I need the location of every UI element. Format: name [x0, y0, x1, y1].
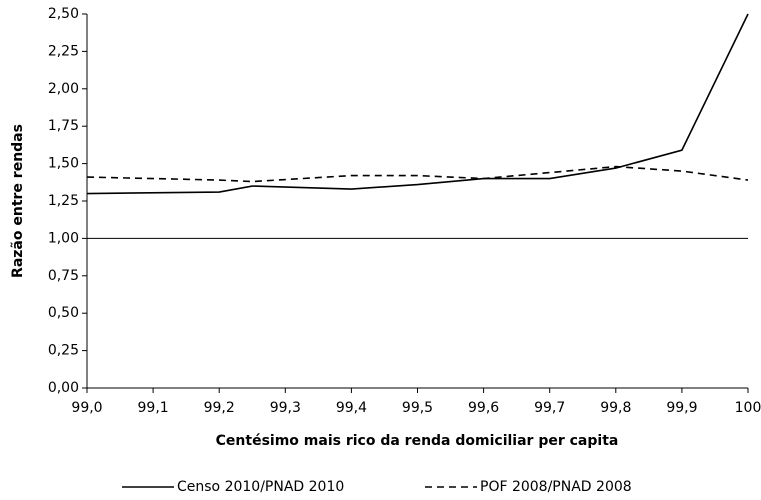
- legend-label: Censo 2010/PNAD 2010: [177, 479, 344, 495]
- x-axis-title: Centésimo mais rico da renda domiciliar …: [216, 433, 619, 449]
- y-tick-label: 1,25: [48, 193, 79, 209]
- x-tick-label: 99,1: [138, 400, 169, 416]
- series-line: [86, 13, 749, 195]
- x-tick-label: 99,5: [402, 400, 433, 416]
- x-tick-label: 99,0: [71, 400, 102, 416]
- x-tick-label: 99,9: [666, 400, 697, 416]
- x-tick-label: 99,7: [534, 400, 565, 416]
- y-tick-label: 2,00: [48, 81, 79, 97]
- x-tick-label: 99,2: [204, 400, 235, 416]
- y-tick-label: 0,50: [48, 305, 79, 321]
- y-tick-label: 0,75: [48, 268, 79, 284]
- x-tick-label: 99,6: [468, 400, 499, 416]
- y-tick-label: 1,00: [48, 230, 79, 246]
- x-tick-label: 99,8: [600, 400, 631, 416]
- series-line: [86, 165, 749, 183]
- x-tick-label: 100: [735, 400, 761, 416]
- x-tick-label: 99,4: [336, 400, 367, 416]
- y-tick-label: 2,25: [48, 43, 79, 59]
- y-tick-label: 0,00: [48, 380, 79, 396]
- y-axis-title: Razão entre rendas: [10, 124, 26, 278]
- x-tick-label: 99,3: [270, 400, 301, 416]
- y-tick-label: 1,75: [48, 118, 79, 134]
- y-tick-label: 2,50: [48, 6, 79, 22]
- y-tick-label: 0,25: [48, 343, 79, 359]
- legend-label: POF 2008/PNAD 2008: [480, 479, 632, 495]
- y-tick-label: 1,50: [48, 156, 79, 172]
